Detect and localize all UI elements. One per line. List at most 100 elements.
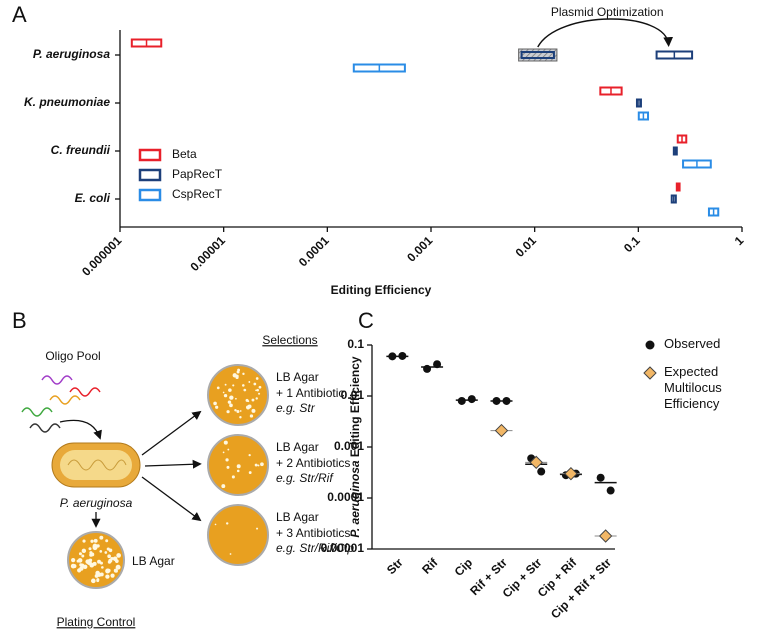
legend-label: CspRecT [172, 187, 223, 201]
observed-point [467, 395, 476, 404]
legend-marker [645, 340, 655, 350]
colony [88, 547, 92, 551]
colony [235, 397, 237, 400]
colony [227, 400, 232, 404]
colony [82, 539, 86, 543]
y-tick-label: C. freundii [51, 143, 111, 157]
colony [88, 558, 92, 563]
colony [81, 554, 85, 558]
plate-antibiotics: + 2 Antibiotics [276, 456, 350, 470]
colony [105, 539, 109, 543]
oligo [49, 395, 81, 405]
selections-title: Selections [262, 333, 317, 347]
annotation-text: Plasmid Optimization [551, 5, 664, 19]
plate-example: e.g. Str [276, 401, 316, 415]
colony [236, 464, 241, 469]
arrow [141, 476, 202, 522]
colony [256, 388, 259, 392]
observed-point [596, 473, 605, 482]
observed-point [457, 396, 466, 405]
colony [249, 414, 254, 418]
colony [258, 392, 261, 395]
colony [229, 395, 234, 400]
arrow [59, 419, 102, 440]
y-tick-label: P. aeruginosa [33, 47, 110, 61]
colony [92, 561, 97, 566]
y-axis-label-rest: Editing Efficiency [348, 356, 362, 460]
colony [235, 374, 239, 378]
colony [228, 388, 232, 392]
colony [226, 465, 230, 469]
colony [96, 579, 100, 583]
colony [81, 548, 87, 554]
colony [99, 550, 103, 553]
y-axis-label-italic: P. aeruginosa [348, 460, 362, 537]
colony [78, 552, 82, 556]
colony [224, 383, 227, 386]
x-axis-label: Editing Efficiency [331, 283, 432, 297]
legend-entry: Expected Multilocus Efficiency [664, 364, 722, 411]
observed-point [537, 467, 546, 476]
oligo [69, 387, 101, 397]
colony [248, 453, 251, 457]
cytoplasm [60, 450, 132, 480]
observed-point [502, 396, 511, 405]
colony [237, 368, 241, 372]
plate [207, 504, 269, 566]
colony [114, 569, 118, 573]
panel-label: A [12, 2, 27, 27]
organism-label: P. aeruginosa [60, 496, 133, 510]
x-tick-label: 0.00001 [187, 233, 228, 274]
plate-label: LB Agar [132, 554, 175, 568]
colony [248, 471, 252, 474]
oligo [29, 423, 61, 433]
plate-antibiotics: + 1 Antibiotic [276, 386, 344, 400]
genome [67, 459, 127, 471]
colony [257, 464, 260, 467]
colony [255, 377, 259, 380]
oligo-label: Oligo Pool [45, 349, 100, 363]
x-tick-label: Str [384, 555, 406, 577]
colony [89, 553, 93, 557]
colony [71, 558, 76, 563]
chart-c: 0.1 0.01 0.001 0.0001 0.00001 P. aeruginosa E… [321, 336, 722, 621]
x-tick-label: 0.000001 [79, 233, 125, 279]
arrow [141, 410, 202, 456]
colony [222, 391, 225, 394]
colony [239, 410, 242, 412]
colony [110, 573, 115, 578]
panel-label: B [12, 308, 27, 333]
colony [99, 561, 103, 565]
x-tick-label: 0.01 [513, 233, 540, 260]
colony [213, 401, 217, 406]
colony [99, 535, 104, 540]
legend-swatch [138, 148, 162, 162]
legend-entry: Observed [664, 336, 720, 351]
plate-example: e.g. Str/Rif [276, 471, 334, 485]
plate-example: e.g. Str/Rif/Cip [276, 541, 354, 555]
colony [251, 398, 255, 402]
chart-a: 0.000001 0.00001 0.0001 0.001 0.01 0.1 1 Editin… [24, 5, 747, 297]
observed-point [398, 351, 407, 360]
colony [112, 556, 118, 562]
y-tick-label: K. pneumoniae [24, 95, 110, 109]
colony [77, 558, 83, 563]
colony [232, 384, 235, 387]
y-axis-label: P. aeruginosa Editing Efficiency [348, 356, 362, 537]
colony [225, 458, 229, 462]
observed-point [606, 486, 615, 495]
y-tick-label: 0.1 [347, 337, 364, 351]
colony [95, 570, 100, 576]
colony [223, 440, 228, 445]
colony [216, 386, 220, 390]
colony [223, 393, 228, 398]
colonies [70, 535, 121, 584]
legend-label: Beta [172, 147, 197, 161]
colony [222, 451, 225, 454]
annotation-arrow [537, 18, 674, 48]
expected-point [564, 466, 578, 481]
y-tick-label: 0.0001 [327, 490, 364, 504]
colony [215, 405, 219, 409]
observed-point [388, 352, 397, 361]
plate-antibiotics: + 3 Antibiotics [276, 526, 350, 540]
